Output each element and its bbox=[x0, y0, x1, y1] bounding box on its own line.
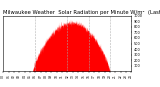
Text: Milwaukee Weather  Solar Radiation per Minute W/m²  (Last 24 Hours): Milwaukee Weather Solar Radiation per Mi… bbox=[3, 10, 160, 15]
